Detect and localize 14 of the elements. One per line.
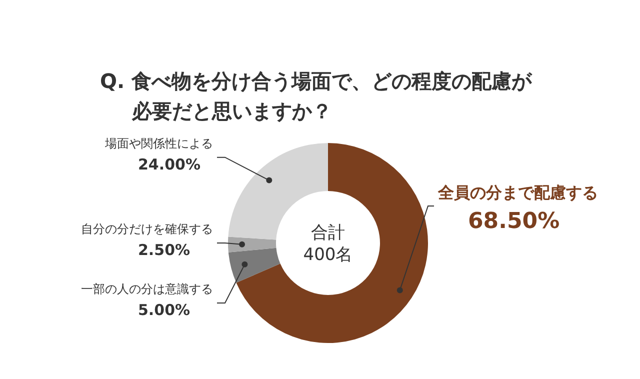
data-label: 24.00% bbox=[138, 155, 200, 174]
slice-label: 場面や関係性による bbox=[104, 136, 213, 150]
chart-title: Q. 食べ物を分け合う場面で、どの程度の配慮が必要だと思いますか？ bbox=[100, 69, 533, 123]
donut-slice bbox=[228, 143, 328, 240]
slice-label: 全員の分まで配慮する bbox=[437, 183, 598, 202]
donut-slice bbox=[228, 236, 276, 252]
data-label: 68.50% bbox=[468, 209, 560, 234]
donut-slice bbox=[236, 143, 428, 343]
slice-label: 一部の人の分は意識する bbox=[81, 282, 213, 296]
data-label: 5.00% bbox=[138, 301, 190, 319]
text: 合計 400名 bbox=[303, 223, 353, 265]
data-label: 2.50% bbox=[138, 241, 190, 259]
donut-slice bbox=[228, 248, 280, 283]
slice-label: 自分の分だけを確保する bbox=[81, 222, 213, 236]
